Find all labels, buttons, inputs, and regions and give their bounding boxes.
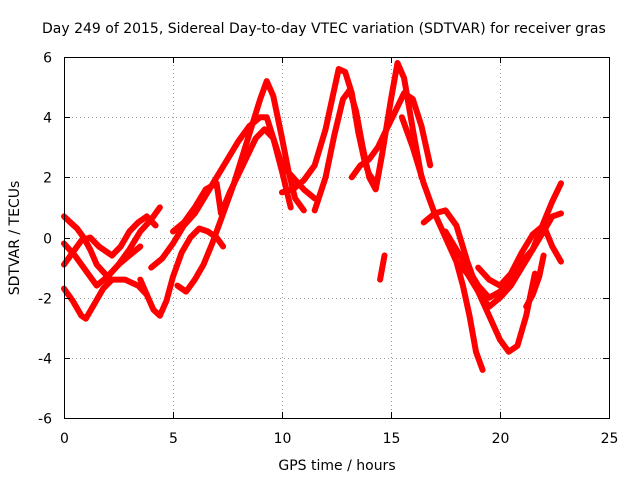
- data-series-satellite-track-11: [348, 90, 434, 181]
- x-tick-label: 20: [492, 431, 510, 447]
- x-tick-label: 25: [601, 431, 619, 447]
- x-axis-label: GPS time / hours: [278, 458, 395, 474]
- y-tick-label: 4: [43, 111, 52, 127]
- data-series-satellite-track-4: [61, 240, 144, 289]
- y-axis-label: SDTVAR / TECUs: [7, 181, 23, 296]
- y-tick-label: 2: [43, 171, 52, 187]
- x-tick-label: 10: [274, 431, 292, 447]
- data-series-satellite-track-17: [475, 222, 564, 289]
- y-tick-label: 6: [43, 51, 52, 67]
- x-tick-label: 0: [60, 431, 69, 447]
- grid-lines: [64, 57, 609, 418]
- data-series-satellite-track-10: [311, 60, 425, 214]
- y-tick-label: 0: [43, 232, 52, 248]
- data-series-satellite-track-6: [148, 114, 294, 271]
- x-tick-label: 5: [169, 431, 178, 447]
- axis-ticks: 0 5 10 15 20 25 -6 -4 -2 0 2 4 6: [38, 51, 618, 448]
- y-tick-label: -2: [38, 292, 52, 308]
- y-tick-label: -4: [38, 352, 52, 368]
- data-series-satellite-track-8: [174, 78, 307, 295]
- data-series-satellite-track-5: [137, 225, 227, 319]
- x-tick-label: 15: [383, 431, 401, 447]
- data-series-satellite-track-2: [61, 213, 159, 268]
- chart-title: Day 249 of 2015, Sidereal Day-to-day VTE…: [42, 21, 606, 37]
- data-series-satellite-track-16: [453, 180, 564, 310]
- data-series-satellite-track-1: [61, 204, 163, 280]
- data-series-satellite-track-12: [377, 252, 388, 283]
- data-series-satellite-track-3: [61, 276, 150, 322]
- data-series-satellite-track-13: [398, 114, 486, 373]
- data-series-layer: [61, 60, 564, 373]
- y-tick-label: -6: [38, 412, 52, 428]
- data-series-satellite-track-18: [523, 252, 547, 310]
